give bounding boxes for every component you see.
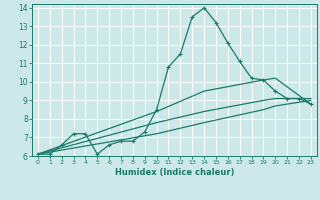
X-axis label: Humidex (Indice chaleur): Humidex (Indice chaleur) [115, 168, 234, 177]
